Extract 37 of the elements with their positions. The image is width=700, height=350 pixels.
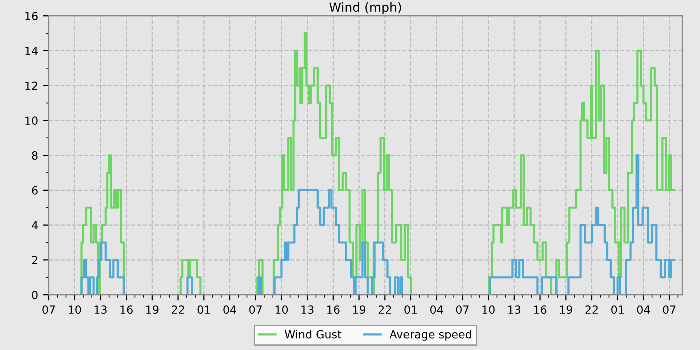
x-tick-label: 01: [404, 306, 418, 314]
x-tick-label: 01: [198, 306, 210, 314]
x-tick-label: 07: [663, 306, 676, 314]
y-tick-label: 12: [26, 82, 38, 90]
y-tick-label: 14: [26, 47, 38, 56]
x-tick-label: 16: [534, 306, 547, 314]
x-tick-label: 22: [378, 306, 392, 314]
x-tick-label: 13: [302, 306, 314, 314]
x-tick-label: 04: [224, 306, 236, 314]
y-tick-label: 2: [32, 256, 38, 264]
x-tick-label: 19: [353, 306, 366, 314]
x-tick-label: 07: [42, 306, 56, 314]
legend-label: Average speed: [390, 330, 472, 341]
y-tick-label: 16: [26, 12, 38, 20]
x-tick-label: 13: [94, 306, 107, 314]
x-tick-label: 04: [430, 306, 444, 314]
x-tick-label: 07: [250, 306, 262, 314]
x-tick-label: 19: [146, 306, 159, 314]
x-tick-label: 16: [120, 306, 133, 314]
x-tick-label: 13: [508, 306, 521, 314]
legend-label: Wind Gust: [285, 330, 342, 339]
x-tick-label: 07: [456, 306, 469, 314]
y-tick-label: 10: [26, 116, 38, 126]
chart-title: Wind (mph): [330, 2, 402, 15]
y-tick-label: 8: [32, 152, 38, 160]
y-tick-label: 4: [32, 221, 38, 230]
x-tick-label: 16: [328, 306, 340, 314]
y-tick-label: 6: [32, 186, 38, 195]
x-tick-label: 22: [586, 306, 598, 314]
x-tick-label: 10: [69, 306, 82, 314]
x-tick-label: 04: [637, 306, 650, 314]
x-tick-label: 10: [482, 306, 495, 314]
x-tick-label: 01: [612, 306, 624, 314]
x-tick-label: 10: [276, 306, 288, 314]
x-tick-label: 19: [560, 306, 572, 314]
x-tick-label: 22: [172, 306, 184, 314]
y-tick-label: 0: [32, 291, 38, 300]
